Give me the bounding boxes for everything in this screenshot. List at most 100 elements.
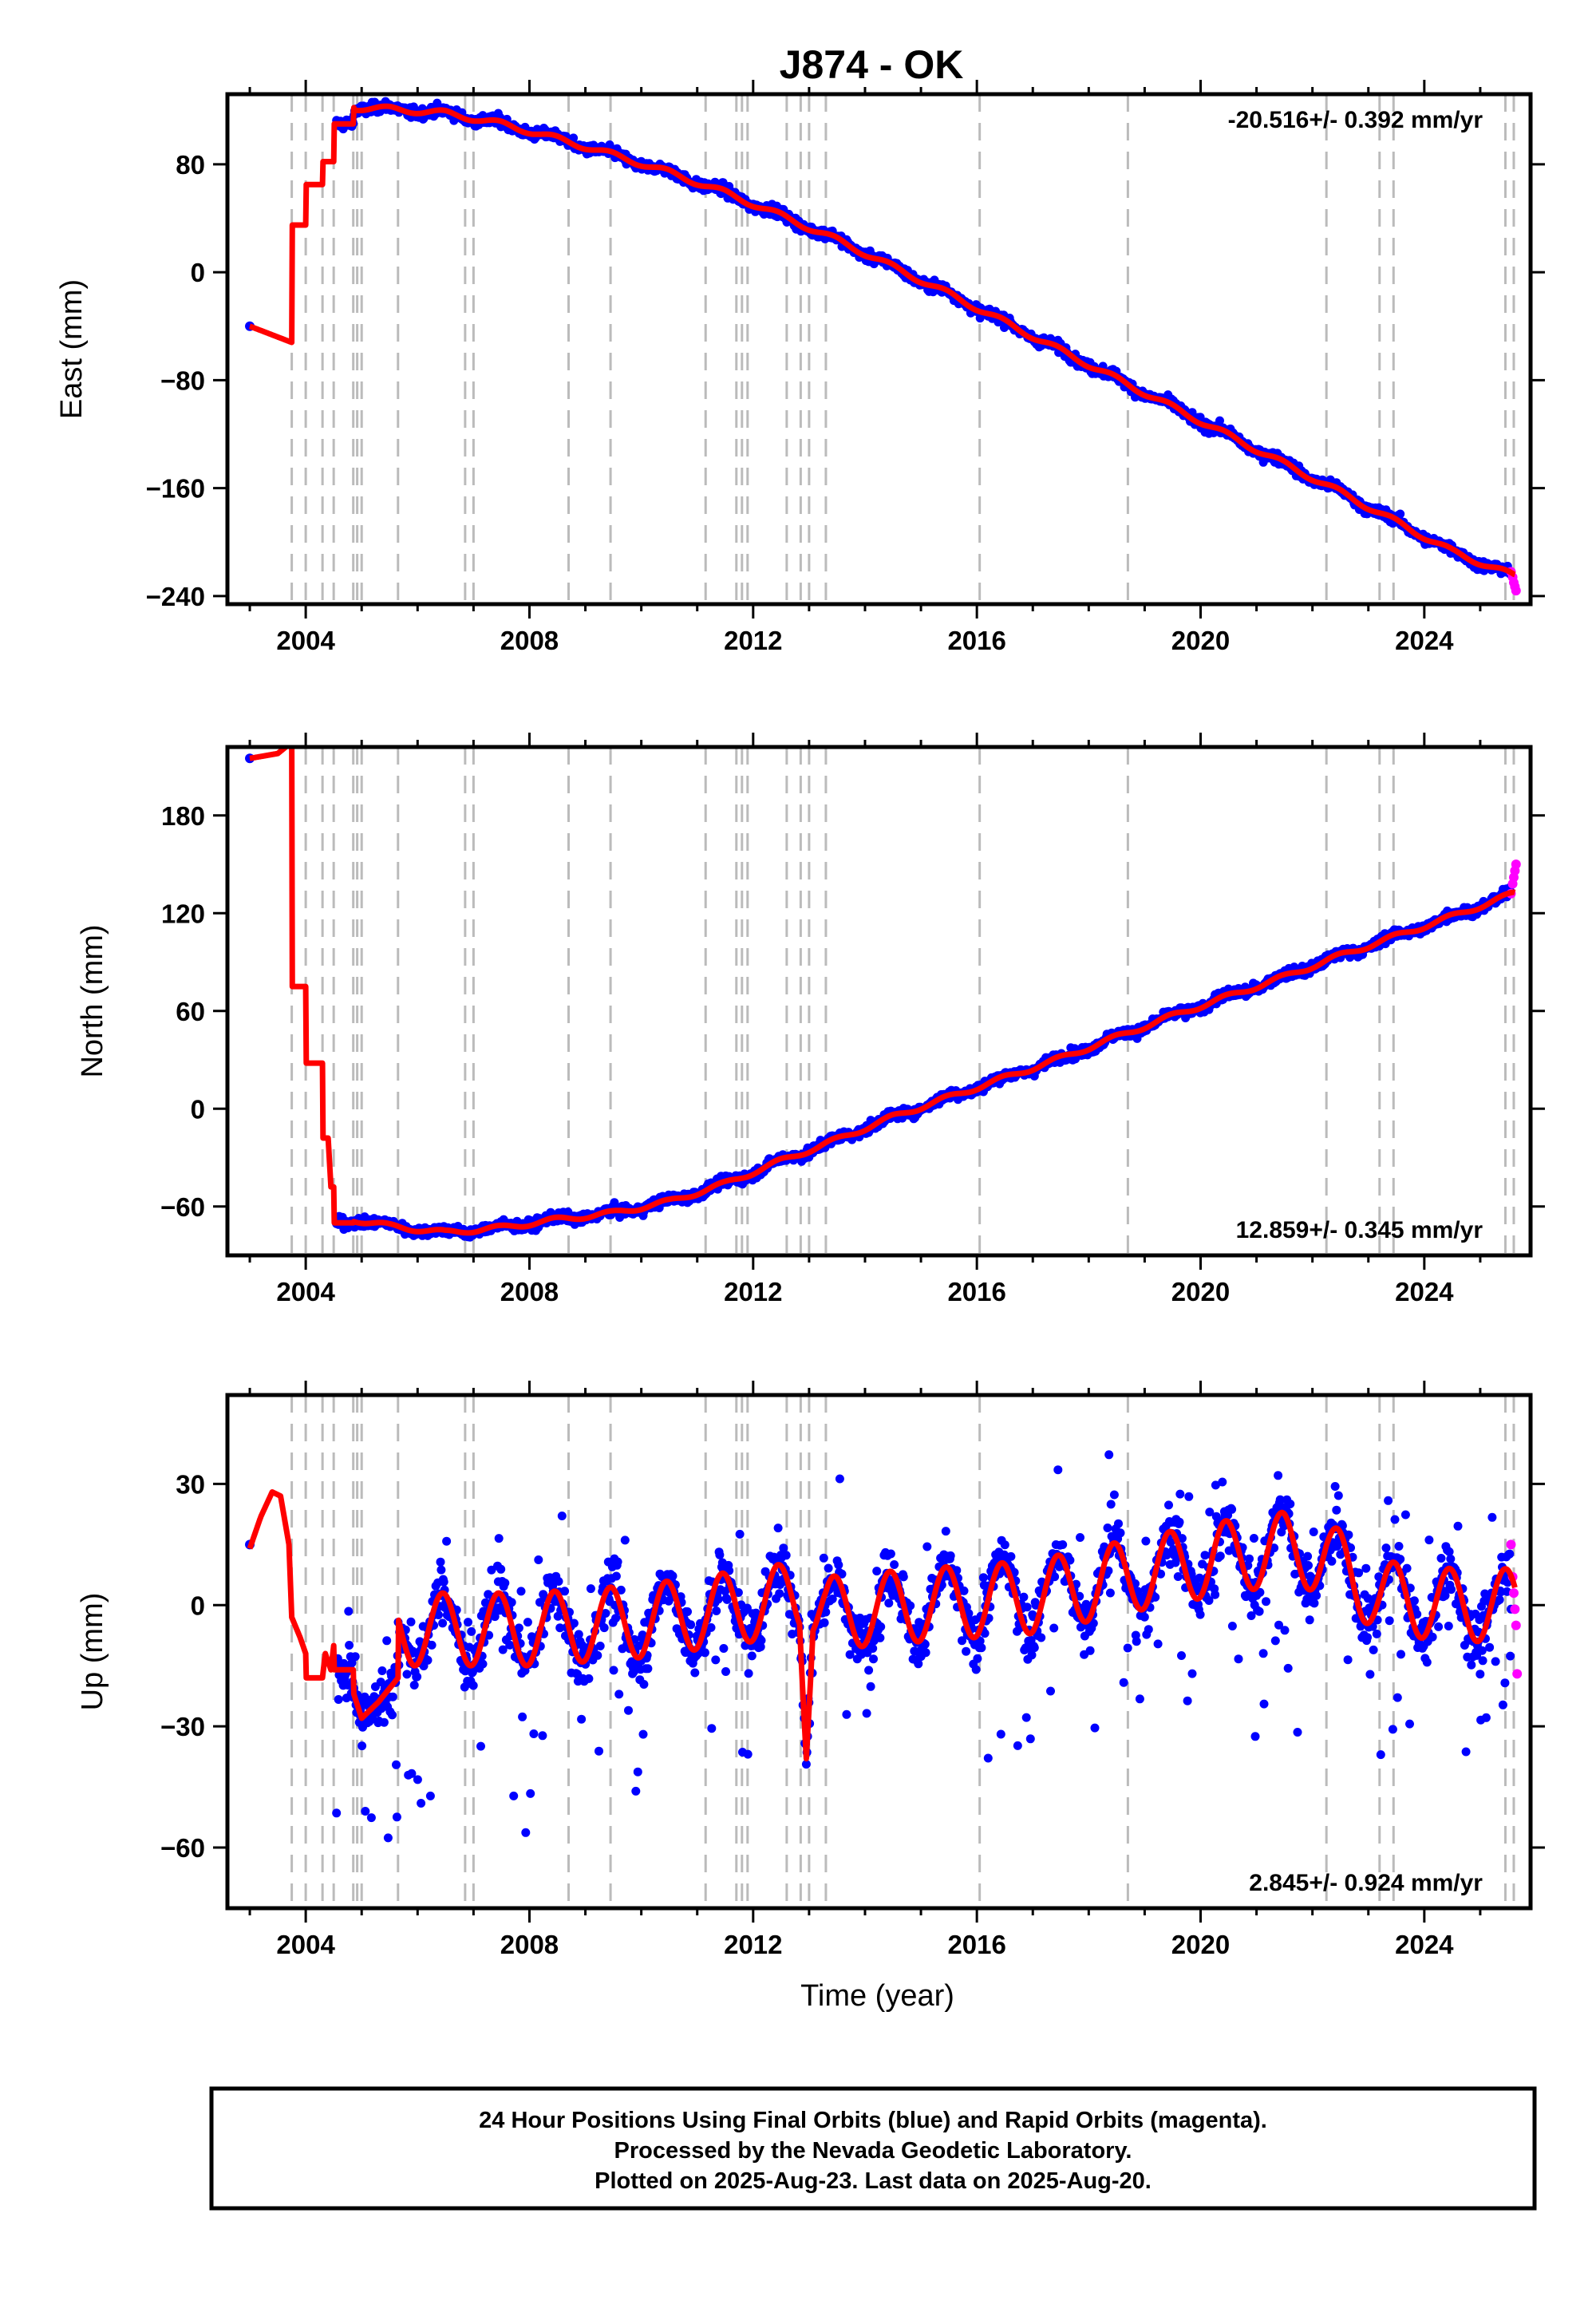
final-orbit-point xyxy=(643,1664,653,1674)
y-tick-label: 180 xyxy=(161,801,205,831)
final-orbit-point xyxy=(1396,509,1405,519)
final-orbit-point xyxy=(388,1692,397,1701)
final-orbit-point xyxy=(921,1648,930,1658)
y-tick-label: 0 xyxy=(191,1094,205,1124)
final-orbit-point xyxy=(500,1579,510,1587)
final-orbit-point xyxy=(707,1724,717,1733)
final-orbit-point xyxy=(1153,1639,1163,1649)
final-orbit-point xyxy=(1058,1540,1068,1549)
final-orbit-point xyxy=(425,1791,435,1800)
final-orbit-point xyxy=(1049,1623,1059,1633)
final-orbit-point xyxy=(1076,1533,1084,1542)
final-orbit-point xyxy=(595,1642,605,1650)
x-tick-label: 2004 xyxy=(276,626,335,655)
final-orbit-point xyxy=(638,1729,648,1739)
final-orbit-point xyxy=(876,1622,886,1631)
final-orbit-points xyxy=(245,97,1515,579)
final-orbit-point xyxy=(819,1553,828,1563)
x-tick-label: 2008 xyxy=(500,1277,559,1306)
y-axis-label: East (mm) xyxy=(55,279,89,419)
final-orbit-point xyxy=(529,1729,539,1738)
north-panel: 2004 2008 2012 2016 2020 2024−60060120180Nort… xyxy=(76,733,1545,1306)
final-orbit-point xyxy=(1022,1603,1032,1612)
final-orbit-point xyxy=(922,1542,932,1551)
final-orbit-point xyxy=(978,1573,988,1583)
final-orbit-point xyxy=(613,1557,622,1567)
final-orbit-point xyxy=(890,1560,899,1569)
final-orbit-point xyxy=(773,1524,783,1533)
final-orbit-point xyxy=(996,1729,1005,1739)
final-orbit-point xyxy=(1123,1643,1132,1653)
final-orbit-point xyxy=(862,1709,871,1718)
final-orbit-point xyxy=(842,1709,851,1719)
final-orbit-point xyxy=(743,1749,753,1759)
final-orbit-point xyxy=(722,1595,732,1604)
final-orbit-point xyxy=(824,1563,833,1573)
final-orbit-point xyxy=(557,1512,567,1520)
final-orbit-point xyxy=(1006,1551,1016,1561)
x-tick-label: 2008 xyxy=(500,626,559,655)
final-orbit-point xyxy=(406,1617,416,1626)
y-tick-label: −240 xyxy=(146,582,205,611)
final-orbit-point xyxy=(523,1618,532,1627)
final-orbit-point xyxy=(577,1714,587,1724)
final-orbit-point xyxy=(946,1551,955,1560)
final-orbit-point xyxy=(586,1584,595,1594)
final-orbit-point xyxy=(518,1712,527,1721)
final-orbit-point xyxy=(344,1607,354,1616)
final-orbit-point xyxy=(875,1633,885,1642)
final-orbit-point xyxy=(476,1741,485,1751)
final-orbit-point xyxy=(584,1674,594,1683)
final-orbit-point xyxy=(1116,1528,1125,1538)
final-orbit-point xyxy=(478,1659,488,1669)
final-orbit-point xyxy=(494,1534,504,1543)
x-tick-label: 2024 xyxy=(1395,626,1454,655)
final-orbit-point xyxy=(1085,1646,1095,1655)
final-orbit-point xyxy=(1029,1643,1039,1653)
final-orbit-point xyxy=(436,1557,445,1567)
x-tick-label: 2016 xyxy=(947,626,1005,655)
x-tick-label: 2024 xyxy=(1395,1277,1454,1306)
final-orbit-point xyxy=(521,1828,531,1837)
final-orbit-point xyxy=(1106,1500,1116,1509)
final-orbit-point xyxy=(569,133,579,143)
final-orbit-point xyxy=(1104,1450,1114,1460)
y-tick-label: −60 xyxy=(160,1192,205,1222)
final-orbit-point xyxy=(835,1474,844,1484)
final-orbit-point xyxy=(383,1833,393,1843)
final-orbit-points xyxy=(245,753,1515,1242)
final-orbit-point xyxy=(392,1760,401,1769)
x-tick-label: 2020 xyxy=(1171,1277,1230,1306)
final-orbit-point xyxy=(593,1650,602,1660)
final-orbit-point xyxy=(1132,1637,1141,1646)
final-orbit-point xyxy=(775,1589,784,1599)
final-orbit-point xyxy=(686,1620,696,1630)
final-orbit-point xyxy=(690,1668,700,1678)
final-orbit-point xyxy=(1103,1524,1112,1532)
east-panel: 2004 2008 2012 2016 2020 2024−240−160−80080Ea… xyxy=(55,80,1545,655)
final-orbit-point xyxy=(631,1786,641,1796)
model-fit-line xyxy=(247,103,1518,578)
y-tick-label: −80 xyxy=(160,366,205,395)
final-orbit-point xyxy=(467,1626,476,1636)
final-orbit-point xyxy=(439,1577,448,1587)
final-orbit-point xyxy=(721,1667,730,1676)
final-orbit-points xyxy=(245,1450,1515,1843)
final-orbit-point xyxy=(361,1807,370,1816)
final-orbit-point xyxy=(1053,1465,1063,1475)
final-orbit-point xyxy=(973,1654,982,1663)
model-fit-line xyxy=(247,747,1518,1236)
final-orbit-point xyxy=(611,1571,621,1581)
final-orbit-point xyxy=(884,1599,894,1608)
final-orbit-point xyxy=(747,1651,757,1661)
velocity-label: -20.516+/- 0.392 mm/yr xyxy=(1228,107,1483,133)
final-orbit-point xyxy=(496,1564,506,1574)
final-orbit-point xyxy=(713,1595,723,1604)
final-orbit-point xyxy=(332,1808,342,1818)
final-orbit-point xyxy=(886,1549,895,1559)
y-tick-label: 60 xyxy=(176,997,205,1026)
final-orbit-point xyxy=(639,1680,649,1689)
final-orbit-point xyxy=(719,1644,729,1653)
final-orbit-point xyxy=(633,1767,642,1777)
final-orbit-point xyxy=(1109,1490,1119,1500)
